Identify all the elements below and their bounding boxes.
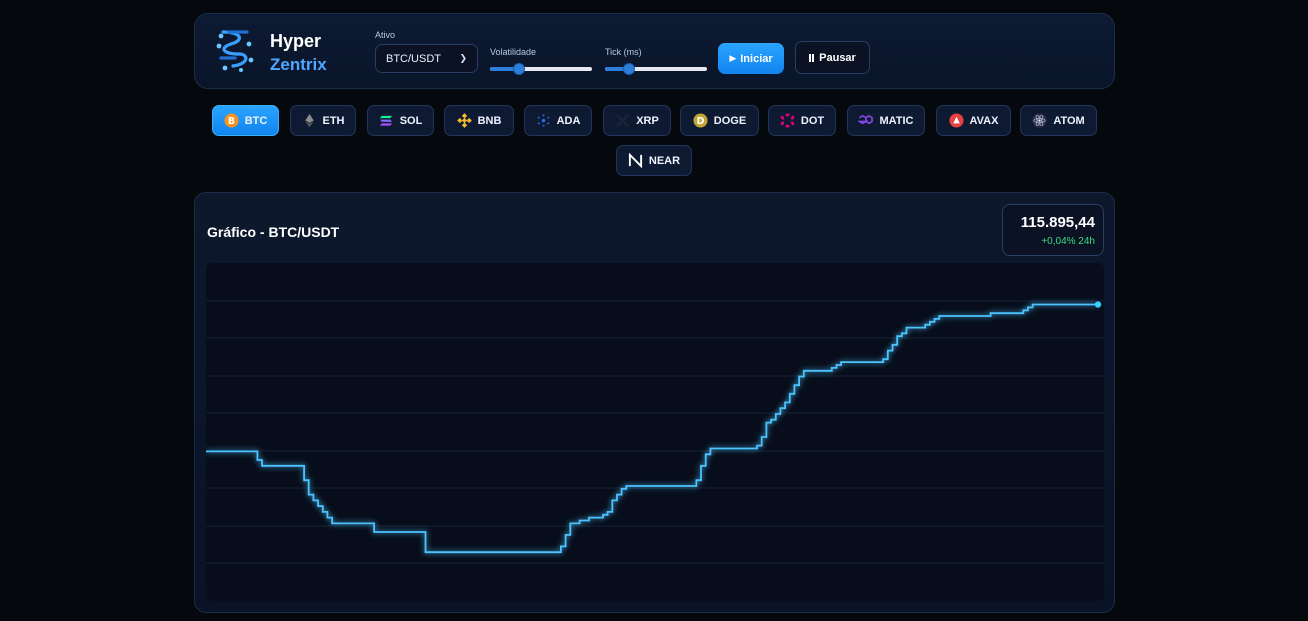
play-icon: ▶ xyxy=(729,53,737,63)
price-chart-plot xyxy=(206,263,1104,601)
asset-label: Ativo xyxy=(375,30,396,40)
asset-chip-label: AVAX xyxy=(969,114,999,127)
asset-chip-label: ATOM xyxy=(1053,114,1085,127)
asset-chip-xrp[interactable]: XRP xyxy=(603,105,671,136)
svg-text:B: B xyxy=(228,116,235,127)
polygon-icon xyxy=(858,114,874,125)
bnb-icon xyxy=(456,113,472,128)
asset-chip-matic[interactable]: MATIC xyxy=(847,105,925,136)
asset-chip-doge[interactable]: D DOGE xyxy=(680,105,759,136)
cardano-icon xyxy=(537,114,549,127)
asset-chip-label: BNB xyxy=(477,114,502,127)
pause-button[interactable]: Pausar xyxy=(795,41,870,74)
price-change-24h: +0,04% 24h xyxy=(1041,236,1095,247)
svg-text:D: D xyxy=(696,116,704,127)
pause-icon xyxy=(809,53,815,62)
bitcoin-icon: B xyxy=(224,113,239,128)
near-icon xyxy=(628,153,642,168)
doge-icon: D xyxy=(693,113,708,128)
volatility-slider[interactable] xyxy=(490,61,592,77)
polkadot-icon xyxy=(780,113,795,128)
asset-chip-btc[interactable]: B BTC xyxy=(212,105,279,136)
chart-card: Gráfico - BTC/USDT 115.895,44 +0,04% 24h xyxy=(194,192,1115,613)
tick-label: Tick (ms) xyxy=(605,47,642,57)
asset-chip-eth[interactable]: ETH xyxy=(290,105,356,136)
asset-chip-label: DOT xyxy=(800,114,825,127)
volatility-slider-thumb[interactable] xyxy=(513,63,525,75)
asset-chip-label: XRP xyxy=(636,114,659,127)
tick-slider-thumb[interactable] xyxy=(623,63,635,75)
asset-chip-label: BTC xyxy=(244,114,268,127)
dna-logo-icon xyxy=(216,30,254,72)
brand-name-line2: Zentrix xyxy=(270,55,327,74)
pause-button-label: Pausar xyxy=(819,51,856,64)
asset-chip-near[interactable]: NEAR xyxy=(616,145,692,176)
price-line-chart xyxy=(206,300,1104,564)
chevron-down-icon: ❯ xyxy=(459,53,467,63)
asset-chip-label: SOL xyxy=(399,114,423,127)
asset-chip-sol[interactable]: SOL xyxy=(367,105,434,136)
ethereum-icon xyxy=(304,113,314,128)
asset-chip-avax[interactable]: AVAX xyxy=(936,105,1011,136)
asset-chip-label: ETH xyxy=(322,114,345,127)
last-price-marker xyxy=(1094,301,1102,308)
asset-chip-atom[interactable]: ATOM xyxy=(1020,105,1097,136)
asset-select-value: BTC/USDT xyxy=(386,52,441,65)
asset-select[interactable]: BTC/USDT ❯ xyxy=(375,44,478,73)
asset-chip-label: DOGE xyxy=(713,114,747,127)
cosmos-icon xyxy=(1032,113,1047,128)
brand-name-line1: Hyper xyxy=(270,31,322,51)
xrp-icon xyxy=(616,114,630,127)
price-series-line xyxy=(206,303,1098,554)
chart-title: Gráfico - BTC/USDT xyxy=(207,224,340,240)
asset-chip-label: MATIC xyxy=(879,114,914,127)
tick-slider-fill xyxy=(605,67,629,71)
volatility-slider-fill xyxy=(490,67,519,71)
asset-chip-label: NEAR xyxy=(648,154,681,167)
start-button[interactable]: ▶ Iniciar xyxy=(718,43,784,74)
volatility-label: Volatilidade xyxy=(490,47,537,57)
solana-icon xyxy=(379,115,392,126)
control-header: Hyper Zentrix Ativo BTC/USDT ❯ Volatilid… xyxy=(194,13,1115,89)
start-button-label: Iniciar xyxy=(740,52,773,65)
avalanche-icon xyxy=(949,113,964,128)
asset-chip-ada[interactable]: ADA xyxy=(524,105,592,136)
asset-chip-bnb[interactable]: BNB xyxy=(444,105,514,136)
asset-chip-dot[interactable]: DOT xyxy=(768,105,836,136)
asset-chip-label: ADA xyxy=(556,114,581,127)
tick-slider[interactable] xyxy=(605,61,707,77)
current-price: 115.895,44 xyxy=(1020,214,1095,231)
price-ticker: 115.895,44 +0,04% 24h xyxy=(1002,204,1104,256)
